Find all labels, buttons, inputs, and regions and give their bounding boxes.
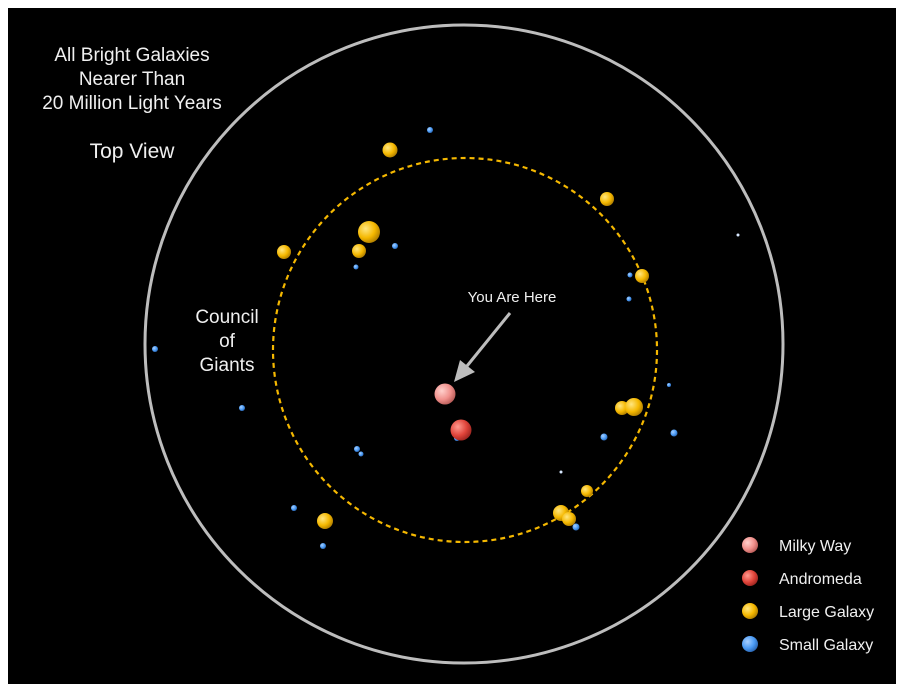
small-galaxy <box>600 433 608 441</box>
you-are-here-arrow <box>454 312 512 382</box>
small-galaxy <box>427 127 433 133</box>
small-galaxy <box>291 505 297 511</box>
small-galaxy <box>559 470 563 474</box>
galaxy-map-canvas: All Bright Galaxies Nearer Than 20 Milli… <box>42 23 874 665</box>
large-galaxy <box>635 269 649 283</box>
large-galaxy <box>382 142 398 158</box>
council-of-giants-ring <box>271 156 659 544</box>
council-label-line-3: Giants <box>200 355 255 376</box>
title-line-3: 20 Million Light Years <box>42 93 222 114</box>
view-label: Top View <box>90 140 176 163</box>
legend-item-andromeda: Andromeda <box>742 570 862 588</box>
legend-swatch-large-galaxy <box>742 603 758 619</box>
you-are-here-label: You Are Here <box>468 289 557 306</box>
legend-swatch-andromeda <box>742 570 758 586</box>
small-galaxy <box>572 523 580 531</box>
council-label-line-2: of <box>219 331 236 352</box>
legend: Milky Way Andromeda Large Galaxy Small G… <box>742 537 874 654</box>
small-galaxies <box>152 127 740 549</box>
large-galaxy <box>358 221 380 243</box>
legend-item-small-galaxy: Small Galaxy <box>742 636 873 654</box>
small-galaxy <box>358 451 364 457</box>
legend-label-large-galaxy: Large Galaxy <box>779 604 874 621</box>
small-galaxy <box>239 405 245 411</box>
small-galaxy <box>667 383 671 387</box>
andromeda-galaxy <box>450 419 472 441</box>
small-galaxy <box>354 446 360 452</box>
legend-item-large-galaxy: Large Galaxy <box>742 603 874 621</box>
council-label-line-1: Council <box>195 307 258 328</box>
small-galaxy <box>392 243 398 249</box>
outer-boundary-circle <box>143 23 785 665</box>
small-galaxy <box>736 233 740 237</box>
milky-way-galaxy <box>434 383 456 405</box>
legend-label-small-galaxy: Small Galaxy <box>779 637 873 654</box>
small-galaxy <box>626 296 632 302</box>
galaxy-map: All Bright Galaxies Nearer Than 20 Milli… <box>8 8 896 684</box>
large-galaxy <box>352 244 366 258</box>
large-galaxy <box>317 513 333 529</box>
small-galaxy <box>627 272 633 278</box>
large-galaxy <box>277 245 291 259</box>
large-galaxy <box>581 485 593 497</box>
title-line-1: All Bright Galaxies <box>54 45 209 66</box>
large-galaxy <box>562 512 576 526</box>
legend-item-milky-way: Milky Way <box>742 537 851 555</box>
small-galaxy <box>353 264 359 270</box>
legend-swatch-small-galaxy <box>742 636 758 652</box>
title-line-2: Nearer Than <box>79 69 185 90</box>
legend-label-andromeda: Andromeda <box>779 571 862 588</box>
legend-label-milky-way: Milky Way <box>779 538 851 555</box>
small-galaxy <box>670 429 678 437</box>
large-galaxy <box>625 398 643 416</box>
large-galaxy <box>600 192 614 206</box>
large-galaxies <box>277 142 649 529</box>
small-galaxy <box>320 543 326 549</box>
small-galaxy <box>152 346 158 352</box>
legend-swatch-milky-way <box>742 537 758 553</box>
